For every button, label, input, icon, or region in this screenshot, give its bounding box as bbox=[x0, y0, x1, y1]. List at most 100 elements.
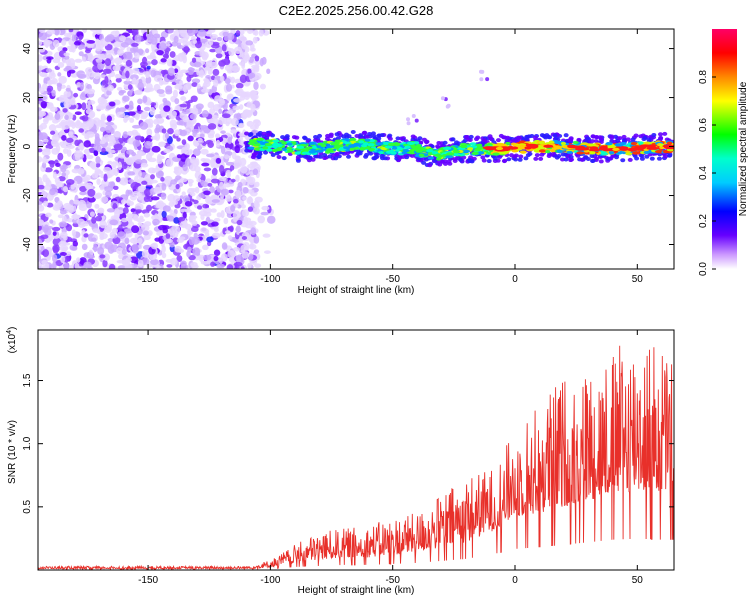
noise-cell bbox=[235, 174, 240, 183]
noise-cell bbox=[253, 200, 259, 209]
noise-cell bbox=[106, 208, 115, 213]
noise-cell bbox=[252, 36, 258, 44]
snr-y-tick-label: 1.0 bbox=[22, 436, 33, 450]
noise-cell bbox=[95, 29, 102, 35]
signal-halo-cell bbox=[313, 138, 319, 143]
noise-cell bbox=[102, 68, 112, 74]
artifact-cell bbox=[480, 69, 485, 74]
noise-cell bbox=[225, 161, 235, 166]
noise-cell bbox=[142, 95, 148, 104]
noise-cell bbox=[124, 237, 130, 245]
colorbar-label: Normalized spectral amplitude bbox=[738, 81, 749, 216]
signal-halo-cell bbox=[266, 132, 272, 137]
signal-halo-cell bbox=[327, 154, 333, 159]
signal-peak-cell bbox=[578, 147, 590, 151]
noise-cell bbox=[128, 179, 135, 184]
noise-cell bbox=[136, 150, 143, 155]
noise-cell bbox=[107, 160, 113, 165]
noise-cell bbox=[137, 192, 143, 201]
noise-cell bbox=[254, 181, 260, 188]
colorbar-tick-label: 0.2 bbox=[698, 214, 709, 228]
noise-cell bbox=[116, 111, 126, 118]
noise-cell bbox=[187, 135, 194, 142]
noise-cell bbox=[140, 162, 149, 168]
artifact-cell bbox=[414, 118, 419, 123]
noise-cell bbox=[191, 236, 200, 245]
signal-halo-cell bbox=[560, 152, 566, 157]
noise-cell bbox=[58, 94, 66, 103]
noise-cell bbox=[161, 210, 167, 218]
noise-cell bbox=[207, 133, 215, 139]
signal-core-cell bbox=[308, 141, 315, 145]
noise-cell bbox=[191, 82, 198, 87]
noise-cell bbox=[177, 38, 185, 44]
noise-cell bbox=[165, 85, 173, 93]
signal-halo-cell bbox=[539, 152, 545, 157]
noise-cell bbox=[262, 233, 271, 238]
signal-halo-cell bbox=[307, 156, 313, 161]
noise-cell bbox=[134, 34, 142, 43]
noise-cell bbox=[238, 61, 245, 66]
noise-cell bbox=[42, 138, 49, 143]
noise-cell bbox=[177, 44, 184, 49]
noise-cell bbox=[143, 71, 152, 76]
noise-cell bbox=[248, 110, 253, 116]
signal-core-cell bbox=[276, 143, 283, 148]
noise-cell bbox=[99, 126, 106, 133]
noise-cell bbox=[197, 137, 203, 143]
spectrogram-x-tick-label: 0 bbox=[512, 274, 518, 285]
signal-halo-cell bbox=[534, 153, 540, 158]
noise-cell bbox=[150, 135, 158, 140]
signal-halo-cell bbox=[639, 153, 645, 158]
noise-cell bbox=[202, 254, 212, 261]
snr-y-tick-label: 0.5 bbox=[22, 499, 33, 513]
artifact-cell bbox=[406, 121, 411, 126]
signal-core-cell bbox=[452, 150, 461, 154]
noise-cell bbox=[213, 79, 219, 88]
noise-cell bbox=[193, 61, 202, 68]
noise-cell bbox=[179, 103, 188, 108]
noise-cell bbox=[165, 233, 171, 239]
noise-cell bbox=[181, 191, 186, 197]
signal-core-cell bbox=[560, 141, 567, 146]
noise-cell bbox=[235, 255, 242, 260]
signal-core-cell bbox=[272, 149, 278, 153]
noise-cell bbox=[109, 219, 119, 226]
noise-cell bbox=[38, 47, 46, 53]
noise-cell bbox=[160, 69, 167, 75]
noise-cell bbox=[114, 57, 123, 65]
noise-cell bbox=[193, 139, 199, 147]
noise-cell bbox=[261, 56, 267, 65]
signal-core-cell bbox=[572, 140, 579, 145]
noise-cell bbox=[48, 124, 57, 132]
noise-cell bbox=[231, 65, 241, 73]
noise-cell bbox=[108, 149, 116, 154]
noise-cell bbox=[225, 83, 233, 92]
noise-cell bbox=[192, 39, 197, 44]
noise-cell bbox=[52, 39, 60, 48]
signal-core-cell bbox=[538, 149, 546, 153]
signal-peak-cell bbox=[524, 146, 532, 150]
noise-cell bbox=[187, 187, 195, 195]
noise-cell bbox=[243, 54, 251, 62]
noise-cell bbox=[227, 93, 234, 100]
noise-cell bbox=[174, 129, 180, 137]
signal-peak-cell bbox=[508, 146, 519, 150]
noise-cell bbox=[164, 50, 170, 55]
noise-cell bbox=[149, 106, 156, 116]
noise-cell bbox=[74, 111, 82, 116]
noise-cell bbox=[97, 53, 106, 60]
noise-cell bbox=[113, 167, 119, 177]
noise-cell bbox=[144, 140, 153, 149]
noise-cell bbox=[219, 75, 225, 82]
noise-cell bbox=[52, 226, 61, 232]
signal-core-cell bbox=[589, 151, 596, 155]
noise-cell bbox=[62, 186, 69, 193]
noise-cell bbox=[169, 51, 176, 58]
noise-cell bbox=[89, 211, 95, 217]
noise-cell bbox=[94, 168, 101, 174]
signal-halo-cell bbox=[638, 134, 644, 139]
signal-halo-cell bbox=[662, 131, 668, 136]
signal-halo-cell bbox=[333, 156, 339, 161]
signal-halo-cell bbox=[545, 134, 551, 139]
